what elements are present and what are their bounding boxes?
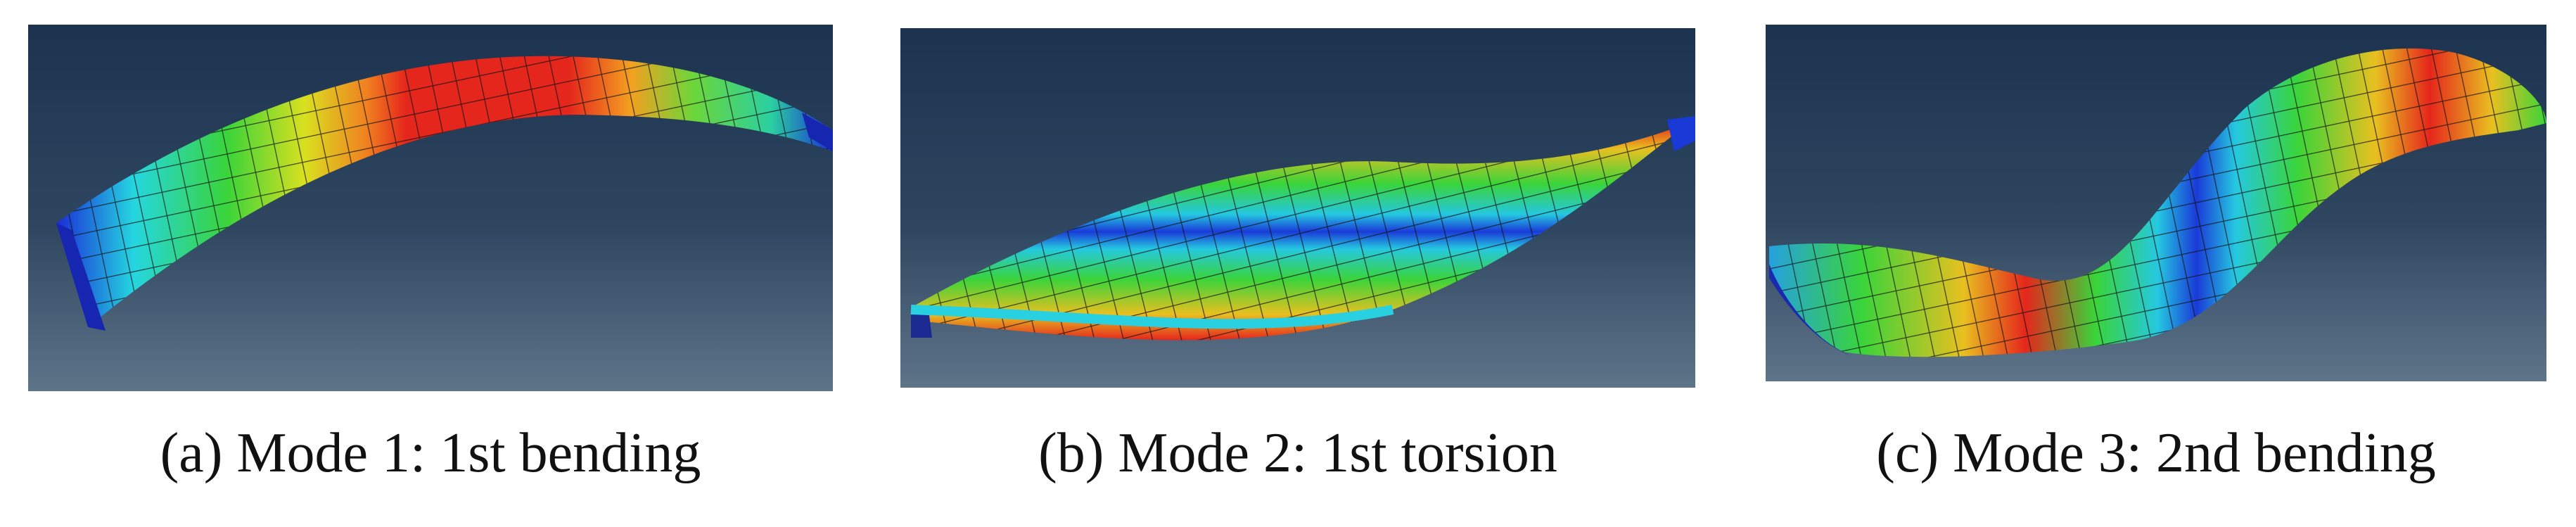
caption-text: Mode 3: 2nd bending <box>1953 422 2436 484</box>
panel-caption: (c) Mode 3: 2nd bending <box>1876 422 2435 484</box>
panel-label: (c) <box>1876 422 1939 484</box>
caption-text: Mode 2: 1st torsion <box>1118 422 1557 484</box>
caption-text: Mode 1: 1st bending <box>236 422 701 484</box>
panel-a-image <box>28 25 833 391</box>
panel-c-image <box>1766 25 2546 381</box>
panel-caption: (b) Mode 2: 1st torsion <box>1038 422 1557 484</box>
panel-b-image <box>900 28 1695 388</box>
panel-caption: (a) Mode 1: 1st bending <box>160 422 701 484</box>
panel-label: (b) <box>1038 422 1104 484</box>
panel-label: (a) <box>160 422 223 484</box>
